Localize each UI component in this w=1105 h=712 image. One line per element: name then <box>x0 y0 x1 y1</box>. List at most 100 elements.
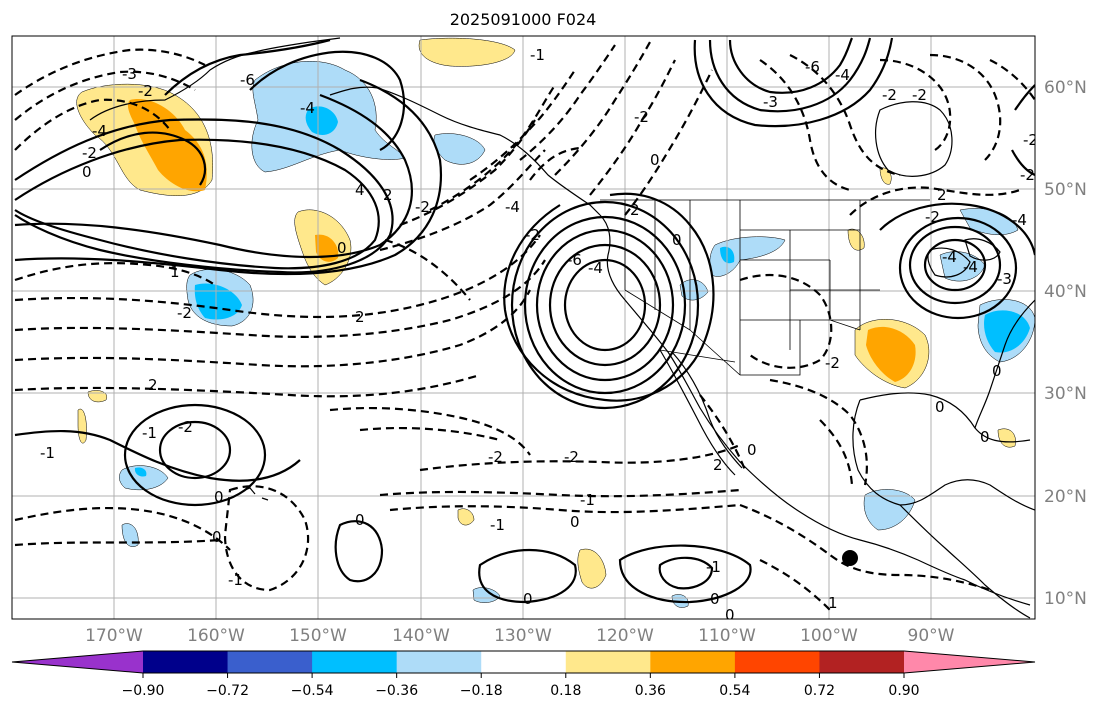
colorbar-tick-label: 0.36 <box>635 683 666 699</box>
lon-label: 160°W <box>187 626 245 646</box>
atlantic-coast <box>974 299 1035 429</box>
contour-label: 0 <box>214 488 224 506</box>
positive-anomaly-gulf-alaska <box>418 37 516 67</box>
contour <box>14 118 394 274</box>
latitude-axis: 60°N 50°N 40°N 30°N 20°N 10°N <box>1044 78 1087 609</box>
contour <box>14 430 301 482</box>
contour-label: -1 <box>530 46 545 64</box>
contour <box>359 426 501 442</box>
contour-label: -1 <box>142 424 157 442</box>
contour-label: -2 <box>882 86 897 104</box>
contour-label: -2 <box>525 226 540 244</box>
contour <box>739 503 991 592</box>
contour-label: 0 <box>355 511 365 529</box>
contour-label: 0 <box>337 239 347 257</box>
longitude-axis: 170°W 160°W 150°W 140°W 130°W 120°W 110°… <box>85 626 955 646</box>
colorbar-tick-label: −0.36 <box>375 683 418 699</box>
great-lakes <box>927 238 1001 278</box>
contour-label: 0 <box>570 513 580 531</box>
contour <box>819 419 854 486</box>
lat-label: 50°N <box>1044 180 1087 200</box>
colorbar-segment <box>481 651 567 673</box>
lon-label: 120°W <box>596 626 654 646</box>
contour-label: 0 <box>650 151 660 169</box>
colorbar-segment <box>227 651 313 673</box>
contour <box>14 70 196 121</box>
contour-label: 2 <box>630 201 640 219</box>
negative-anomaly-bering-deep <box>305 106 338 135</box>
contour <box>923 238 987 292</box>
contour-label: -2 <box>178 418 193 436</box>
contour <box>739 273 833 369</box>
contour-label: -3 <box>122 65 137 83</box>
contour-label: 2 <box>355 308 365 326</box>
contour <box>14 98 171 151</box>
contour <box>329 406 531 456</box>
contour-label: -2 <box>564 448 579 466</box>
contour-label: -2 <box>415 198 430 216</box>
contour-label: -2 <box>138 82 153 100</box>
contour <box>908 225 1002 305</box>
contour-label: -2 <box>488 448 503 466</box>
contour-label: -1 <box>580 491 595 509</box>
lat-label: 40°N <box>1044 282 1087 302</box>
colorbar-segment <box>734 651 820 673</box>
contour-label: -2 <box>912 86 927 104</box>
contour-label: -2 <box>1023 131 1038 149</box>
contour <box>14 138 380 270</box>
lon-label: 100°W <box>800 626 858 646</box>
colorbar-tick-label: 0.18 <box>550 683 581 699</box>
contour-label: -1 <box>40 444 55 462</box>
contour <box>989 59 1035 101</box>
contour-label: -2 <box>925 208 940 226</box>
contour <box>879 202 1035 256</box>
contour-label: 2 <box>383 186 393 204</box>
contour <box>759 59 851 192</box>
contour <box>728 37 854 94</box>
contour <box>14 259 546 338</box>
contour-label: 0 <box>82 163 92 181</box>
colorbar-tick-label: 0.90 <box>888 683 919 699</box>
contour <box>399 119 536 227</box>
contour-labels: -3 -2 -4 -2 0 -6 -4 -6 -4 -3 4 2 1 0 -2 … <box>40 46 1038 624</box>
contour <box>759 559 831 611</box>
contour <box>123 403 267 507</box>
contour-label: -4 <box>835 66 850 84</box>
colorbar-tick-label: −0.90 <box>122 683 165 699</box>
contour <box>99 131 207 186</box>
contour <box>548 243 662 367</box>
contour-label: 0 <box>710 590 720 608</box>
contour-label: 4 <box>355 181 365 199</box>
colorbar-segment <box>396 651 482 673</box>
colorbar-tick-label: 0.72 <box>804 683 835 699</box>
contour <box>429 84 556 211</box>
contour <box>384 238 471 301</box>
contour <box>529 146 581 181</box>
contour-label: -4 <box>1012 211 1027 229</box>
contour <box>699 394 747 471</box>
colorbar: −0.90 −0.72 −0.54 −0.36 −0.18 0.18 0.36 0.54 0.7… <box>11 650 1036 699</box>
contour-label: 0 <box>523 590 533 608</box>
contour-label: -6 <box>567 251 582 269</box>
contour <box>14 93 413 259</box>
colorbar-extend-high <box>904 651 1035 673</box>
baja-peninsula <box>659 349 743 476</box>
contour-label: -3 <box>997 270 1012 288</box>
contour <box>223 485 310 592</box>
contour <box>503 192 715 402</box>
contour-label: -4 <box>963 258 978 276</box>
contour-label: 0 <box>992 362 1002 380</box>
central-america <box>899 504 1031 619</box>
map-panel: -3 -2 -4 -2 0 -6 -4 -6 -4 -3 4 2 1 0 -2 … <box>12 36 1038 624</box>
contour-label: 0 <box>212 528 222 546</box>
contour-label: 0 <box>725 606 735 624</box>
colorbar-tick-label: −0.72 <box>206 683 249 699</box>
contour-label: -2 <box>825 354 840 372</box>
contour <box>14 262 216 286</box>
contour <box>708 37 872 113</box>
contour-label: -4 <box>505 198 520 216</box>
contour <box>535 228 675 382</box>
contour-label: -2 <box>1020 166 1035 184</box>
contour-label: -4 <box>942 248 957 266</box>
contour <box>554 41 651 176</box>
